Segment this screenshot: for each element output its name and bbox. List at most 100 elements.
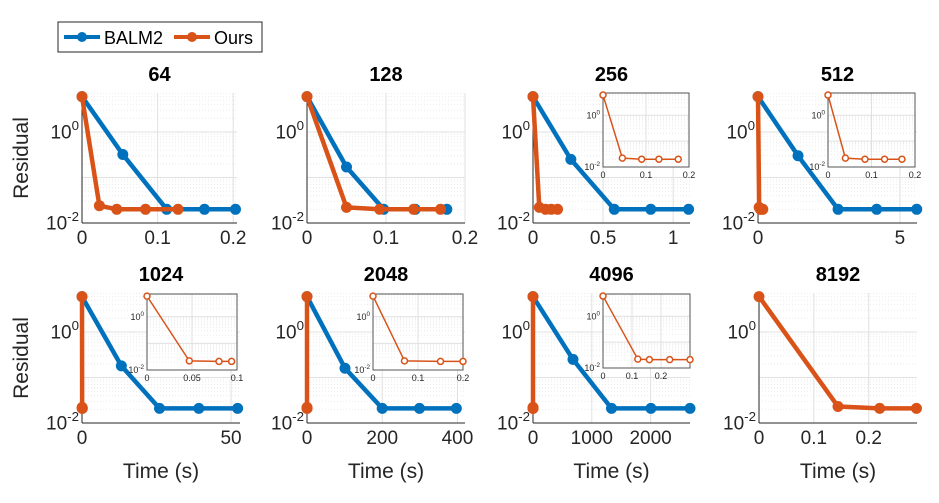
legend: BALM2 Ours	[58, 22, 262, 52]
data-point-balm2	[118, 150, 128, 160]
y-tick-label: 10-2	[271, 409, 304, 435]
inset-data-point-ours	[600, 293, 606, 299]
inset-data-point-ours	[370, 293, 376, 299]
y-tick-label: 10-2	[723, 409, 756, 435]
y-tick-label: 100	[50, 118, 79, 144]
subplot-title: 128	[369, 64, 402, 86]
data-point-ours	[302, 292, 312, 302]
inset-x-tick-label: 0	[825, 170, 830, 180]
data-point-ours	[528, 92, 538, 102]
x-axis-label: Time (s)	[348, 460, 424, 483]
y-tick-label: 100	[275, 318, 304, 344]
x-tick-label: 0	[528, 228, 539, 249]
data-point-balm2	[646, 403, 656, 413]
data-point-ours	[77, 403, 87, 413]
data-point-ours	[553, 204, 563, 214]
inset-x-tick-label: 0.1	[640, 170, 653, 180]
subplot-title: 512	[821, 64, 854, 86]
x-tick-label: 0.2	[220, 228, 246, 249]
data-point-balm2	[230, 204, 240, 214]
data-point-balm2	[833, 204, 843, 214]
inset-data-point-ours	[619, 155, 625, 161]
subplot-title: 2048	[364, 264, 409, 286]
inset-x-tick-label: 0.1	[231, 373, 244, 383]
y-tick-label: 10-2	[46, 409, 79, 435]
y-tick-label: 10-2	[497, 409, 530, 435]
inset-data-point-ours	[825, 92, 831, 98]
data-point-balm2	[342, 162, 352, 172]
y-tick-label: 100	[50, 318, 79, 344]
data-point-ours	[753, 92, 763, 102]
legend-marker-balm2	[77, 32, 87, 42]
y-tick-label: 100	[275, 118, 304, 144]
inset-data-point-ours	[667, 357, 673, 363]
x-tick-label: 50	[220, 428, 241, 449]
x-tick-label: 0	[302, 228, 313, 249]
data-point-balm2	[340, 363, 350, 373]
data-point-ours	[911, 403, 921, 413]
x-tick-label: 1000	[571, 428, 613, 449]
data-point-ours	[875, 403, 885, 413]
inset-data-point-ours	[675, 156, 681, 162]
inset-data-point-ours	[460, 358, 466, 364]
data-point-ours	[409, 204, 419, 214]
inset-x-tick-label: 0	[370, 373, 375, 383]
inset-data-point-ours	[216, 358, 222, 364]
y-tick-label: 10-2	[271, 209, 304, 235]
data-point-balm2	[116, 361, 126, 371]
data-point-ours	[141, 204, 151, 214]
inset-data-point-ours	[600, 92, 606, 98]
x-axis-label: Time (s)	[800, 460, 876, 483]
x-tick-label: 0	[77, 428, 88, 449]
subplot-title: 1024	[139, 264, 184, 286]
x-tick-label: 0	[302, 428, 313, 449]
y-tick-label: 10-2	[497, 209, 530, 235]
inset-plot-area	[603, 294, 690, 368]
subplot-title: 256	[595, 64, 628, 86]
inset-x-tick-label: 0.2	[683, 170, 696, 180]
subplot-title: 4096	[589, 264, 634, 286]
x-tick-label: 0.1	[801, 428, 827, 449]
y-tick-label: 100	[726, 118, 755, 144]
inset-data-point-ours	[438, 358, 444, 364]
data-point-ours	[528, 292, 538, 302]
data-point-ours	[758, 204, 768, 214]
inset-x-tick-label: 0.1	[412, 373, 425, 383]
inset-data-point-ours	[899, 156, 905, 162]
x-tick-label: 400	[442, 428, 474, 449]
data-point-ours	[77, 292, 87, 302]
legend-marker-ours	[187, 32, 197, 42]
data-point-balm2	[414, 403, 424, 413]
data-point-balm2	[451, 403, 461, 413]
inset-data-point-ours	[656, 156, 662, 162]
data-point-balm2	[566, 154, 576, 164]
x-tick-label: 0.1	[373, 228, 399, 249]
data-point-balm2	[568, 354, 578, 364]
data-point-ours	[302, 92, 312, 102]
inset-x-tick-label: 0.05	[183, 373, 201, 383]
inset-data-point-ours	[882, 156, 888, 162]
data-point-ours	[342, 202, 352, 212]
subplot-title: 64	[148, 64, 171, 86]
subplot-title: 8192	[816, 264, 861, 286]
x-tick-label: 0.1	[144, 228, 170, 249]
data-point-ours	[173, 204, 183, 214]
inset-x-tick-label: 0.2	[909, 170, 922, 180]
data-point-balm2	[646, 204, 656, 214]
data-point-ours	[754, 292, 764, 302]
data-point-balm2	[685, 403, 695, 413]
inset-data-point-ours	[402, 358, 408, 364]
data-point-balm2	[199, 204, 209, 214]
y-tick-label: 10-2	[46, 209, 79, 235]
inset-x-tick-label: 0	[144, 373, 149, 383]
inset-data-point-ours	[144, 293, 150, 299]
inset-data-point-ours	[229, 358, 235, 364]
data-point-ours	[833, 402, 843, 412]
y-tick-label: 100	[501, 118, 530, 144]
y-axis-label: Residual	[10, 117, 33, 199]
